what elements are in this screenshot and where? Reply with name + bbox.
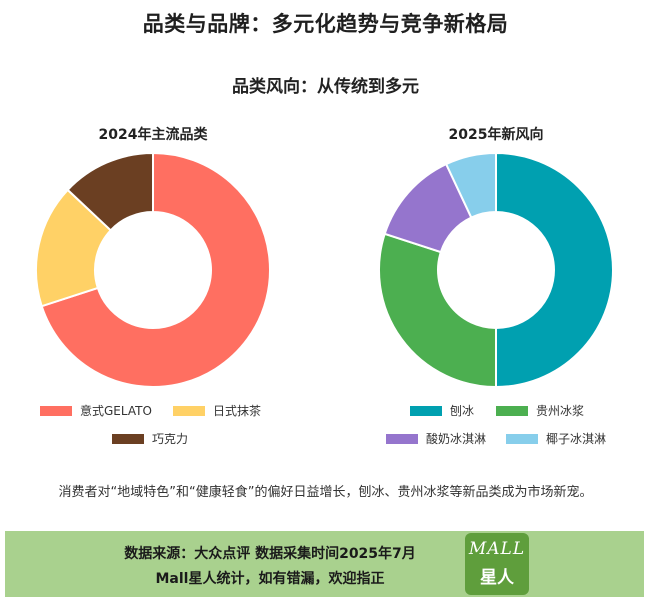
footer-credit-line: Mall星人统计，如有错漏，欢迎指正: [155, 571, 385, 587]
chart-title-2024: 2024年主流品类: [98, 127, 208, 143]
mall-logo-text-cn: 星人: [480, 568, 514, 588]
legend-item[interactable]: 刨冰: [410, 402, 474, 419]
legend-swatch: [386, 433, 418, 444]
legend-label: 日式抹茶: [213, 404, 262, 418]
caption: 消费者对“地域特色”和“健康轻食”的偏好日益增长，刨冰、贵州冰浆等新品类成为市场…: [58, 485, 593, 500]
legend-item[interactable]: 巧克力: [112, 430, 188, 447]
section-title: 品类风向：从传统到多元: [232, 77, 419, 97]
legend-label: 贵州冰浆: [536, 404, 585, 418]
footer-banner: 数据来源：大众点评 数据采集时间2025年7月 Mall星人统计，如有错漏，欢迎…: [5, 531, 644, 597]
legend-swatch: [410, 405, 442, 416]
donut-chart-2025: [378, 151, 614, 389]
legend-item[interactable]: 椰子冰淇淋: [506, 430, 606, 447]
legend-swatch: [506, 433, 538, 444]
donut-2025-slice-3: [444, 151, 497, 219]
donut-2024-slice-0: [40, 151, 271, 388]
legend-item[interactable]: 日式抹茶: [173, 402, 261, 419]
legend-label: 椰子冰淇淋: [546, 432, 607, 446]
chart-title-2025: 2025年新风向: [448, 127, 544, 143]
footer-source-line: 数据来源：大众点评 数据采集时间2025年7月: [124, 546, 416, 562]
legend-item[interactable]: 酸奶冰淇淋: [386, 430, 486, 447]
legend-swatch: [112, 433, 144, 444]
mall-logo-text: MALL: [468, 539, 526, 559]
legend-swatch: [496, 405, 528, 416]
donut-chart-2024: [35, 151, 271, 388]
donut-2025-slice-0: [495, 151, 614, 389]
donut-2024-slice-2: [66, 151, 154, 232]
mall-logo: MALL 星人: [465, 533, 529, 595]
legend-item[interactable]: 贵州冰浆: [496, 402, 584, 419]
donut-2025-slice-1: [378, 232, 497, 389]
legend-item[interactable]: 意式GELATO: [40, 402, 152, 419]
legend-label: 巧克力: [152, 432, 189, 446]
legend-label: 酸奶冰淇淋: [426, 432, 487, 446]
legend-swatch: [40, 405, 72, 416]
legend-label: 刨冰: [450, 404, 475, 418]
page-title: 品类与品牌：多元化趋势与竞争新格局: [142, 12, 509, 36]
legend-label: 意式GELATO: [80, 404, 152, 418]
legend-swatch: [173, 405, 205, 416]
